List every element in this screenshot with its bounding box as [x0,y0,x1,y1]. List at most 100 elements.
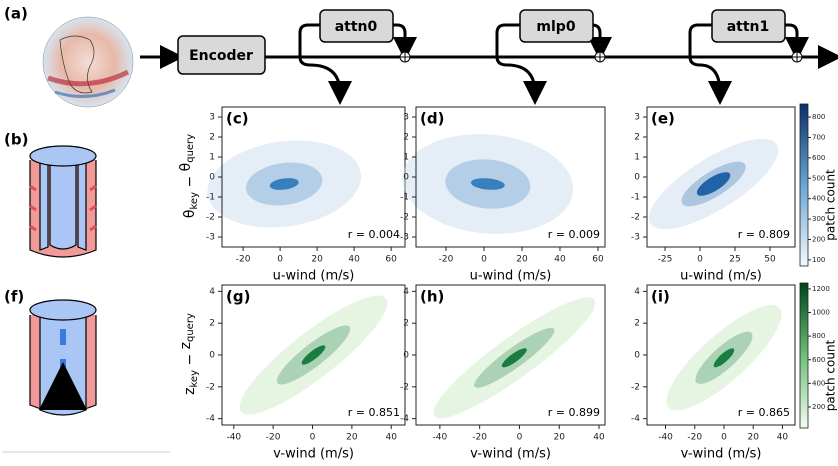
colorbar-tick-label: 400 [812,379,825,387]
correlation-label: r = 0.004 [348,228,400,241]
y-tick-label: -4 [631,414,640,424]
y-tick-label: 0 [403,173,409,183]
y-tick-label: 3 [634,113,640,123]
encoder-box [177,35,266,75]
x-tick-label: -40 [433,433,448,443]
x-tick-label: 40 [777,433,789,443]
x-tick-label: -20 [266,433,281,443]
y-tick-label: -3 [400,233,409,243]
panel-label: (a) [4,5,28,23]
y-tick-label: -2 [631,213,640,223]
y-axis-label-part: − [182,349,198,370]
colorbar-label: patch count [824,339,838,411]
block-label: attn0 [335,19,378,35]
x-tick-label: 50 [764,255,776,265]
y-axis-label-part: key [189,370,200,388]
colorbar-tick-label: 600 [812,154,825,162]
correlation-label: r = 0.865 [738,406,790,419]
x-axis-label: u-wind (m/s) [273,269,355,284]
panel-label: (d) [420,110,444,128]
y-axis-label-part: − [182,171,198,192]
y-tick-label: -1 [400,193,409,203]
x-tick-label: 25 [729,255,740,265]
colorbar-tick-label: 100 [812,256,825,264]
y-tick-label: -1 [631,193,640,203]
y-tick-label: 2 [209,133,215,143]
density-core [501,348,527,368]
y-tick-label: -2 [400,213,409,223]
y-tick-label: 1 [634,153,640,163]
colorbar-tick-label: 400 [812,195,825,203]
x-tick-label: -25 [658,255,673,265]
x-tick-label: -20 [439,255,454,265]
colorbar-tick-label: 800 [812,332,825,340]
x-axis-label: v-wind (m/s) [470,447,551,462]
sum-node [399,51,803,63]
panel-label: (h) [420,288,444,306]
encoder-label: Encoder [189,48,253,64]
y-tick-label: -2 [206,213,215,223]
density-core [713,348,735,368]
y-tick-label: 2 [403,319,409,329]
x-tick-label: 0 [481,255,487,265]
x-axis-label: u-wind (m/s) [680,269,762,284]
y-tick-label: 1 [403,153,409,163]
y-tick-label: -2 [206,382,215,392]
y-tick-label: 2 [403,133,409,143]
x-tick-label: 60 [592,255,604,265]
density-core [269,178,299,190]
x-tick-label: 40 [593,433,605,443]
x-tick-label: -20 [472,433,487,443]
colorbar-tick-label: 800 [812,113,825,121]
x-tick-label: 0 [277,255,283,265]
y-tick-label: -2 [631,382,640,392]
x-tick-label: -40 [226,433,241,443]
y-axis-label-part: θ [178,163,194,172]
y-axis-label-part: z [182,388,198,395]
x-axis-label: v-wind (m/s) [681,447,762,462]
y-axis-label: θkey − θquery [178,134,200,218]
colorbar-tick-label: 1200 [812,285,830,293]
x-axis-label: v-wind (m/s) [273,447,354,462]
y-tick-label: 1 [209,153,215,163]
colorbar-tick-label: 700 [812,133,825,141]
x-tick-label: 20 [554,433,566,443]
x-tick-label: 0 [697,255,703,265]
x-tick-label: 60 [385,255,397,265]
x-tick-label: 20 [747,433,759,443]
panel-label: (f) [4,288,24,306]
x-tick-label: 20 [516,255,528,265]
block-label: attn1 [727,19,770,35]
density-core [470,178,505,190]
x-tick-label: 0 [721,433,727,443]
x-tick-label: 20 [346,433,358,443]
colorbar-tick-label: 600 [812,356,825,364]
y-tick-label: -4 [206,414,215,424]
y-axis-label-part: z [178,342,194,349]
x-tick-label: -40 [658,433,673,443]
y-axis-label-part: θ [182,210,198,219]
x-tick-label: 40 [554,255,566,265]
colorbar-label: patch count [824,169,838,241]
panel-label: (g) [226,288,250,306]
correlation-label: r = 0.809 [738,228,790,241]
y-tick-label: -3 [206,233,215,243]
globe [42,16,134,108]
colorbar-tick-label: 200 [812,235,825,243]
y-tick-label: 0 [403,351,409,361]
y-tick-label: 4 [403,287,409,297]
x-tick-label: 40 [348,255,360,265]
colorbar-tick-label: 500 [812,174,825,182]
y-tick-label: -3 [631,233,640,243]
correlation-label: r = 0.899 [548,406,600,419]
block-box [319,9,394,43]
y-tick-label: 4 [209,287,215,297]
panel-label: (i) [651,288,670,306]
colorbar-tick-label: 200 [812,403,825,411]
y-tick-label: 2 [634,133,640,143]
y-tick-label: -4 [400,414,409,424]
y-axis-label-part: query [185,134,196,163]
panel-label: (c) [226,110,249,128]
y-tick-label: 3 [209,113,215,123]
